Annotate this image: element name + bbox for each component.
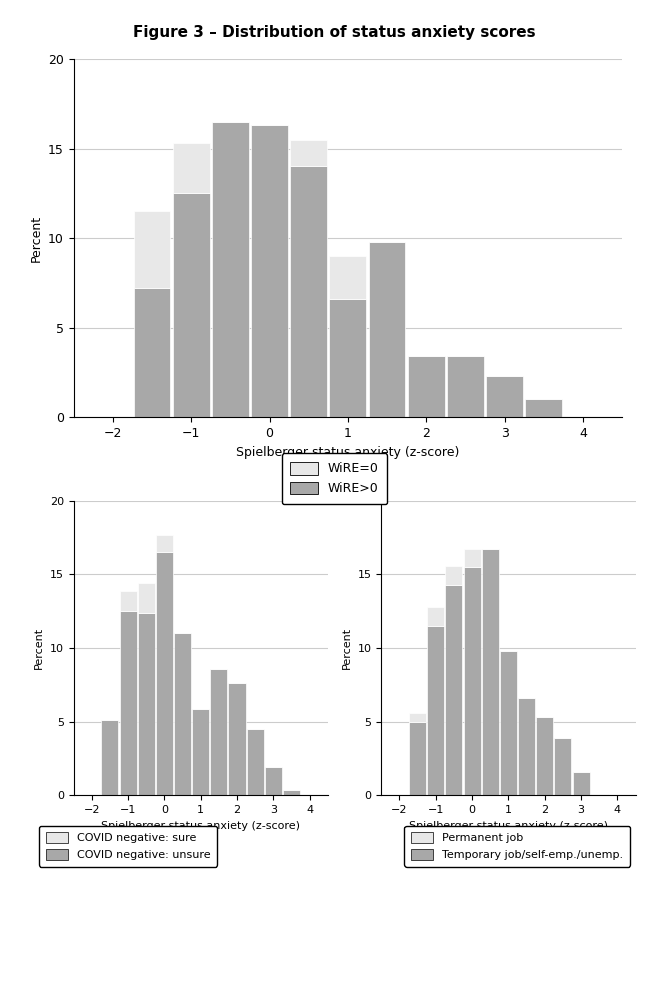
Bar [173, 193, 209, 417]
Bar [464, 568, 480, 795]
Bar [265, 768, 282, 795]
Bar [446, 584, 462, 795]
Legend: Permanent job, Temporary job/self-emp./unemp.: Permanent job, Temporary job/self-emp./u… [405, 826, 630, 867]
Bar [409, 722, 426, 795]
Bar [408, 356, 445, 417]
Bar [210, 669, 227, 795]
Bar [555, 738, 571, 795]
Bar [251, 126, 288, 417]
Bar [212, 122, 249, 417]
Bar [482, 550, 499, 795]
Legend: WiRE=0, WiRE>0: WiRE=0, WiRE>0 [282, 453, 387, 504]
Bar [369, 242, 405, 417]
X-axis label: Spielberger status anxiety (z-score): Spielberger status anxiety (z-score) [101, 821, 300, 831]
Bar [283, 790, 300, 795]
Bar [156, 534, 173, 552]
Bar [138, 613, 155, 795]
Bar [591, 793, 607, 795]
Legend: COVID negative: sure, COVID negative: unsure: COVID negative: sure, COVID negative: un… [39, 826, 217, 867]
Y-axis label: Percent: Percent [342, 627, 352, 669]
Bar [102, 721, 118, 795]
Bar [134, 289, 171, 417]
Bar [247, 729, 264, 795]
Bar [427, 607, 444, 627]
Bar [537, 717, 553, 795]
Bar [447, 356, 484, 417]
Bar [156, 552, 173, 795]
X-axis label: Spielberger status anxiety (z-score): Spielberger status anxiety (z-score) [409, 821, 608, 831]
Bar [174, 633, 191, 795]
Bar [573, 772, 589, 795]
Bar [192, 709, 209, 795]
Y-axis label: Percent: Percent [29, 215, 42, 261]
Bar [518, 698, 535, 795]
Bar [138, 583, 155, 613]
Bar [464, 550, 480, 568]
Bar [409, 713, 426, 722]
Bar [486, 376, 523, 417]
Y-axis label: Percent: Percent [34, 627, 44, 669]
Bar [525, 400, 562, 417]
Bar [134, 211, 171, 289]
Bar [427, 627, 444, 795]
Bar [329, 256, 367, 300]
Bar [120, 590, 136, 611]
Bar [446, 566, 462, 584]
Bar [229, 683, 246, 795]
Text: Figure 3 – Distribution of status anxiety scores: Figure 3 – Distribution of status anxiet… [133, 25, 536, 39]
Bar [120, 611, 136, 795]
Bar [500, 651, 517, 795]
Bar [290, 167, 327, 417]
X-axis label: Spielberger status anxiety (z-score): Spielberger status anxiety (z-score) [236, 446, 460, 459]
Bar [173, 143, 209, 193]
Bar [329, 300, 367, 417]
Bar [290, 139, 327, 167]
